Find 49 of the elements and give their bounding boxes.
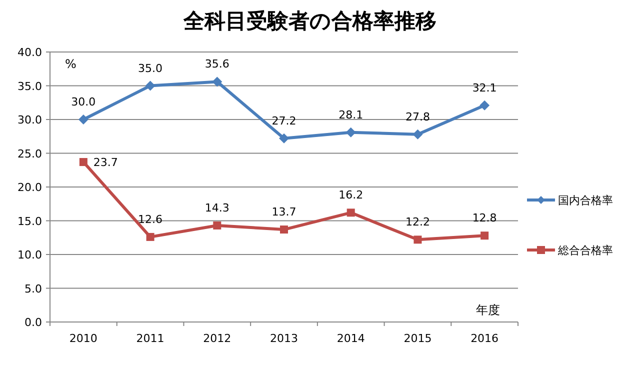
point <box>212 76 222 87</box>
x-tick-label: 2011 <box>136 332 164 345</box>
point <box>414 236 422 244</box>
point <box>412 129 423 140</box>
y-tick-label: 30.0 <box>18 114 42 126</box>
legend-label: 国内合格率 <box>558 194 613 207</box>
y-tick-label: 40.0 <box>18 46 42 59</box>
point <box>213 221 222 230</box>
x-axis-title: 年度 <box>476 303 500 317</box>
y-tick-label: 35.0 <box>18 80 42 93</box>
y-tick-label: 15.0 <box>18 214 42 228</box>
data-label: 13.7 <box>272 206 296 219</box>
data-label: 27.2 <box>272 114 296 128</box>
point <box>480 232 489 240</box>
data-label: 23.7 <box>93 156 118 170</box>
y-tick-label: 20.0 <box>18 181 42 194</box>
point <box>346 127 356 138</box>
data-label: 12.8 <box>472 212 497 225</box>
x-tick-label: 2014 <box>336 332 365 345</box>
data-label: 28.1 <box>338 108 364 122</box>
data-label: 27.8 <box>405 110 430 124</box>
y-tick-label: 10.0 <box>18 248 42 262</box>
point <box>279 133 289 144</box>
data-label: 14.3 <box>204 201 230 214</box>
data-label: 32.1 <box>472 81 497 94</box>
data-label: 12.2 <box>405 216 430 229</box>
point <box>480 100 490 110</box>
data-label: 16.2 <box>338 188 364 202</box>
x-tick-label: 2010 <box>69 332 98 345</box>
x-tick-label: 2016 <box>470 332 499 345</box>
point <box>145 80 156 91</box>
point <box>78 114 88 124</box>
legend-label: 総合合格率 <box>557 244 613 257</box>
chart-title: 全科目受験者の合格率推移 <box>182 9 436 33</box>
y-tick-label: 5.0 <box>24 282 42 296</box>
x-tick-label: 2015 <box>404 332 432 345</box>
y-tick-label: 25.0 <box>18 147 42 160</box>
x-tick-label: 2012 <box>203 332 232 345</box>
point <box>280 226 288 234</box>
y-axis-title: % <box>65 57 76 71</box>
data-label: 12.6 <box>138 212 163 226</box>
point <box>79 158 88 166</box>
x-tick-label: 2013 <box>270 332 298 345</box>
y-tick-label: 0.0 <box>24 316 42 329</box>
point <box>146 232 154 241</box>
data-label: 35.0 <box>138 62 163 75</box>
data-label: 35.6 <box>204 58 230 71</box>
point <box>346 208 355 217</box>
data-label: 30.0 <box>71 96 96 108</box>
